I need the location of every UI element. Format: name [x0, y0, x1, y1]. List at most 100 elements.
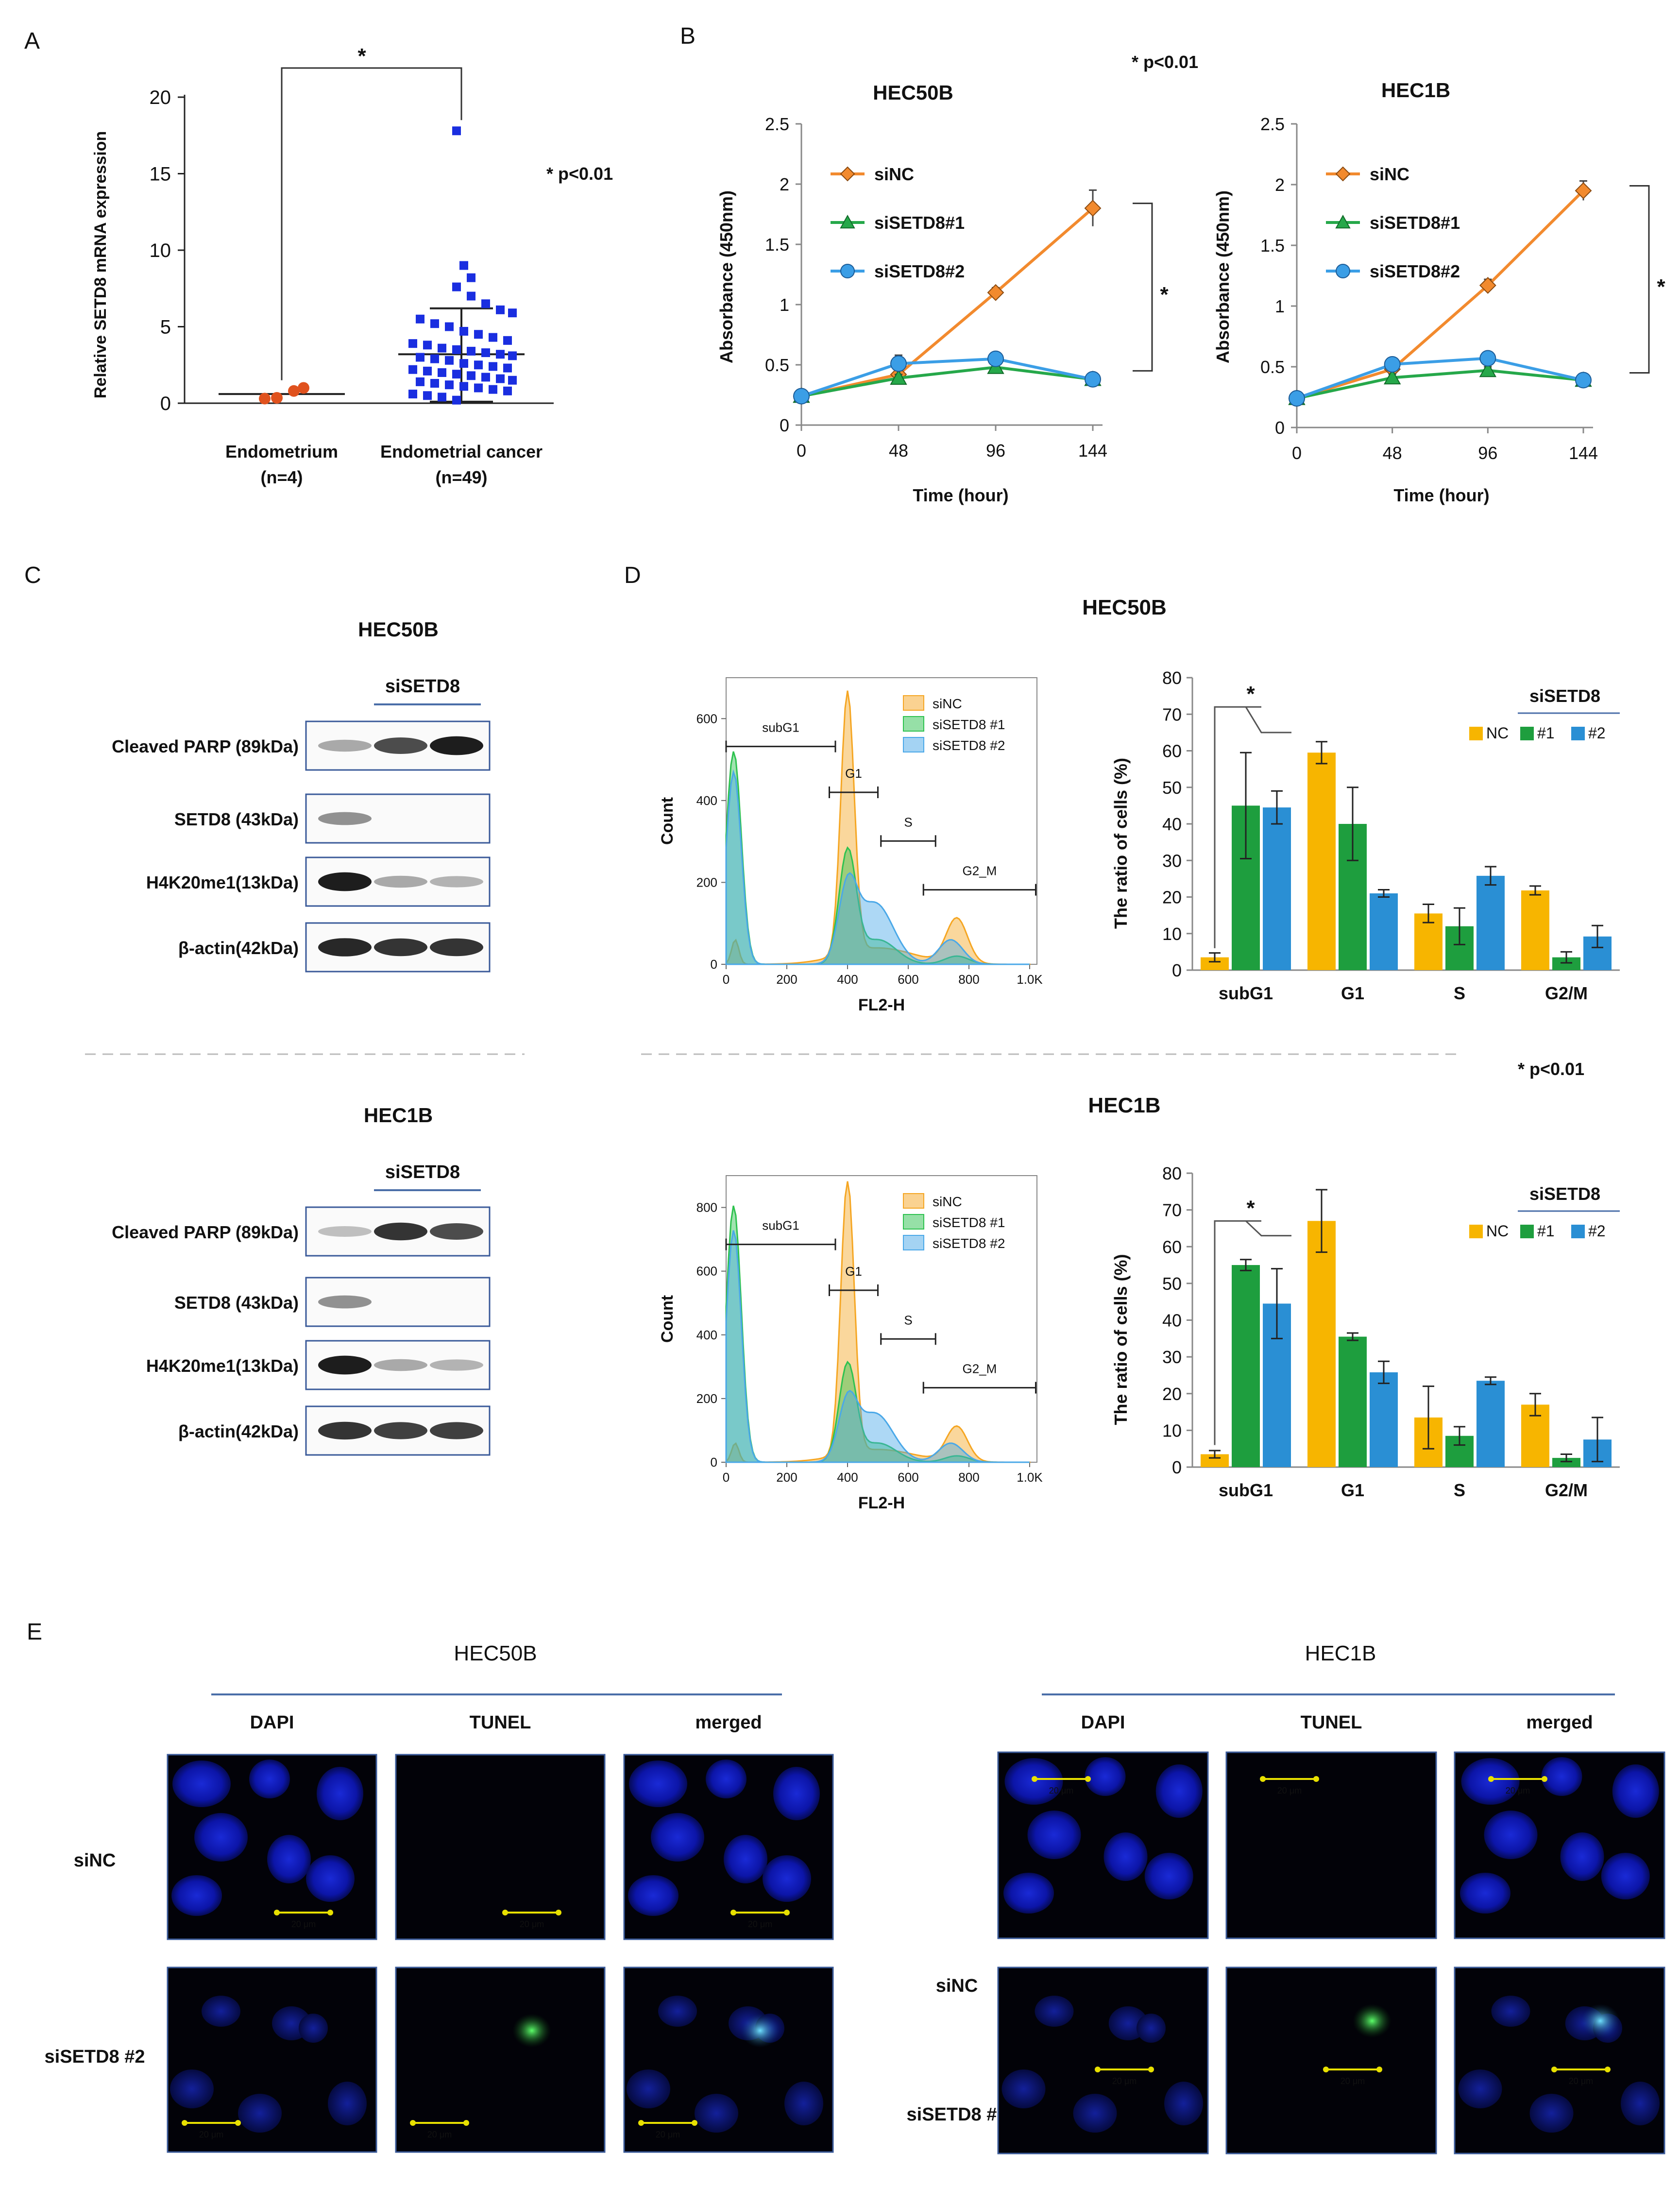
panel-d-sig-star: * [1246, 1196, 1255, 1220]
panel-a-point [481, 373, 490, 382]
panel-e-scalebar-end [463, 2120, 469, 2126]
panel-a-point [481, 299, 490, 308]
panel-b-marker [1384, 356, 1401, 373]
panel-d-hist-xtick-label: 0 [723, 972, 730, 987]
panel-c-band [374, 737, 427, 754]
panel-d-bar-legend-label: #1 [1537, 724, 1555, 742]
panel-d-hist-legend-swatch [903, 737, 924, 752]
panel-b-xtick-label: 144 [1078, 441, 1107, 461]
panel-d-bar-legend-swatch [1520, 727, 1534, 740]
panel-b-series-line [1296, 357, 1584, 400]
panel-a-sig-bracket [281, 67, 462, 380]
panel-a-point [467, 273, 475, 282]
panel-e-nucleus [706, 1760, 747, 1798]
panel-e-scalebar-end [182, 2120, 187, 2126]
panel-a-point [496, 350, 505, 359]
panel-c-band [430, 736, 483, 755]
panel-d-gate-label: G1 [845, 1264, 862, 1279]
panel-d-bar-ytick-label: 20 [1162, 1384, 1182, 1404]
panel-a-ylabel: Relative SETD8 mRNA expression [91, 131, 110, 399]
panel-e-scalebar-end [1551, 2067, 1557, 2072]
panel-d-gate-label: S [904, 815, 912, 829]
panel-a-point [503, 336, 512, 345]
panel-e-tunel-signal [1353, 2004, 1392, 2038]
panel-a-point [474, 360, 483, 370]
panel-d-bar-xtick-label: S [1454, 983, 1465, 1003]
panel-b-marker [1575, 372, 1592, 389]
panel-d-bar-ytick-label: 60 [1162, 1237, 1182, 1257]
panel-a-point [467, 346, 475, 356]
panel-e-nucleus [724, 1835, 767, 1883]
panel-b-xtick-label: 0 [1292, 443, 1302, 463]
panel-d-bar [1370, 893, 1398, 970]
panel-d-bar-ytick-label: 40 [1162, 814, 1182, 834]
panel-d-bar-ylabel: The ratio of cells (%) [1111, 1254, 1131, 1425]
panel-b-series-line [1296, 189, 1585, 400]
panel-b-legend-label: siNC [1370, 164, 1409, 184]
panel-e-nucleus [1541, 1757, 1582, 1796]
panel-a-point [298, 382, 309, 394]
panel-e-scalebar-end [556, 1910, 561, 1915]
panel-e-scalebar-end [1260, 1776, 1266, 1782]
panel-c-band [374, 875, 427, 888]
panel-c-blot-box [305, 1277, 491, 1327]
panel-c-row-label: H4K20me1(13kDa) [146, 1356, 299, 1376]
panel-c-row-label: Cleaved PARP (89kDa) [112, 736, 299, 756]
panel-a-point [430, 379, 439, 388]
panel-b-marker [1084, 200, 1102, 217]
panel-e-micrograph [1225, 1966, 1437, 2154]
panel-d-gate-label: G2_M [962, 1362, 997, 1376]
panel-e-micrograph [395, 1966, 606, 2153]
panel-e-nucleus [171, 1875, 222, 1916]
panel-d-bar-ytick-label: 70 [1162, 704, 1182, 724]
panel-b-ytick-label: 1 [780, 295, 789, 315]
panel-d-hist-legend-label: siSETD8 #1 [933, 717, 1005, 732]
panel-b-marker [1479, 350, 1496, 367]
panel-e-row-label: siSETD8 #2 [45, 2047, 145, 2067]
panel-d-hist-ytick-label: 600 [696, 711, 717, 726]
panel-d-bar-legend-swatch [1469, 1225, 1483, 1238]
panel-a-ytick-label: 10 [150, 240, 171, 261]
panel-d-hist-xtick-label: 600 [898, 1470, 918, 1485]
panel-d-bar-xtick-label: subG1 [1219, 983, 1273, 1003]
panel-e-nucleus [1001, 2069, 1046, 2108]
panel-a-point [408, 365, 417, 374]
panel-d-hist-legend-label: siSETD8 #1 [933, 1215, 1005, 1230]
panel-e-nucleus [1601, 1853, 1650, 1899]
panel-d-hist-frame [726, 677, 1037, 965]
panel-c-row-label: β-actin(42kDa) [178, 1421, 299, 1441]
panel-e-nucleus [249, 1760, 290, 1798]
panel-d-hist-ytick-label: 400 [696, 1328, 717, 1342]
panel-e-tunel: HEC50B DAPI TUNEL merged siNC 20 μm 20 μm 20 μm… [45, 1641, 1665, 2154]
panel-e-nucleus [1560, 1832, 1604, 1881]
panel-b-xtick-label: 96 [986, 441, 1005, 461]
panel-e-nucleus [170, 2069, 214, 2108]
panel-d-title: HEC1B [1088, 1094, 1160, 1117]
panel-b-marker [793, 388, 810, 405]
panel-d-hist-ytick-label: 0 [711, 1455, 717, 1470]
panel-a-point [481, 348, 490, 358]
panel-c-row-label: SETD8 (43kDa) [174, 1293, 299, 1313]
panel-d-hist-xtick-label: 400 [837, 972, 858, 987]
panel-d-bar-xtick-label: subG1 [1219, 1480, 1273, 1500]
panel-d-bar-xtick-label: S [1454, 1480, 1465, 1500]
panel-e-nucleus [1073, 2094, 1117, 2133]
panel-a-point [459, 261, 468, 270]
panel-b-ytick-label: 2.5 [1260, 114, 1285, 134]
panel-a-point [452, 370, 461, 379]
panel-a-point [508, 376, 517, 385]
panel-a-point [423, 391, 432, 400]
panel-e-col-label: merged [1526, 1712, 1593, 1733]
panel-c-band [374, 1359, 427, 1371]
panel-a-point [423, 341, 432, 350]
panel-d-bar-xtick-label: G2/M [1545, 1480, 1588, 1500]
panel-b-series-line [801, 365, 1093, 398]
panel-b-legend-label: siNC [874, 164, 914, 184]
panel-a-point [416, 377, 424, 386]
panel-a-point [423, 366, 432, 376]
panel-b-title-1: HEC1B [1381, 79, 1450, 102]
panel-d-hist-xtick-label: 200 [776, 1470, 797, 1485]
panel-b-xtick-label: 0 [797, 441, 806, 461]
panel-d-sig-bracket [1245, 1220, 1291, 1237]
panel-b-xtick-label: 48 [889, 441, 908, 461]
